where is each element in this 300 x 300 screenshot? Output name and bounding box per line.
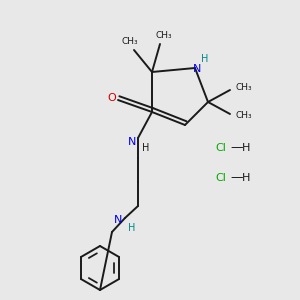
Text: N: N	[193, 64, 201, 74]
Text: N: N	[114, 215, 122, 225]
Text: —: —	[230, 172, 242, 184]
Text: CH₃: CH₃	[236, 83, 252, 92]
Text: N: N	[128, 137, 136, 147]
Text: CH₃: CH₃	[156, 32, 172, 40]
Text: Cl: Cl	[215, 173, 226, 183]
Text: O: O	[108, 93, 116, 103]
Text: H: H	[242, 173, 250, 183]
Text: Cl: Cl	[215, 143, 226, 153]
Text: —: —	[230, 142, 242, 154]
Text: CH₃: CH₃	[236, 112, 252, 121]
Text: H: H	[242, 143, 250, 153]
Text: H: H	[128, 223, 136, 233]
Text: H: H	[201, 54, 209, 64]
Text: H: H	[142, 143, 150, 153]
Text: CH₃: CH₃	[122, 38, 138, 46]
